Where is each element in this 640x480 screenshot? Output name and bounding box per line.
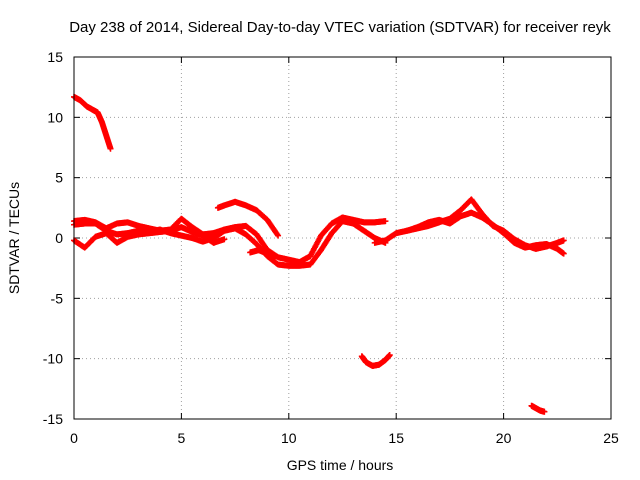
y-tick-label: 0 (55, 230, 63, 246)
series-arc-dip-14 (528, 402, 548, 415)
data-point-marker (382, 218, 389, 225)
data-point-marker (107, 145, 114, 152)
y-tick-label: 5 (55, 170, 63, 186)
plot-frame (73, 56, 612, 420)
y-tick-label: -5 (51, 290, 64, 306)
x-tick-label: 5 (178, 430, 186, 446)
y-tick-label: -15 (43, 411, 63, 427)
y-tick-label: 15 (47, 49, 63, 65)
series-arc-dip-10 (358, 352, 393, 369)
data-point-marker (221, 236, 228, 243)
y-axis-label: SDTVAR / TECUs (6, 182, 22, 294)
data-point-marker (560, 250, 567, 257)
x-tick-label: 25 (603, 430, 619, 446)
axis-ticks: 0 5 10 15 20 25 -15 -10 -5 0 5 10 15 (43, 49, 619, 446)
series-arc-bump (214, 198, 282, 239)
series-arc-descend (247, 247, 277, 262)
y-tick-label: -10 (43, 351, 63, 367)
chart-title: Day 238 of 2014, Sidereal Day-to-day VTE… (69, 19, 611, 36)
x-tick-label: 10 (281, 430, 297, 446)
data-point-marker (270, 255, 277, 262)
x-tick-label: 20 (496, 430, 512, 446)
x-tick-label: 0 (70, 430, 78, 446)
data-point-marker (275, 232, 282, 239)
data-point-marker (274, 231, 281, 238)
series-arc-early-high (71, 93, 114, 152)
series-arc-late-2 (403, 209, 567, 257)
data-point-marker (560, 237, 567, 244)
grid-lines (74, 57, 611, 419)
x-axis-label: GPS time / hours (287, 457, 394, 473)
data-points (71, 93, 567, 415)
x-tick-label: 15 (388, 430, 404, 446)
data-point-marker (541, 408, 548, 415)
y-tick-label: 10 (47, 109, 63, 125)
data-point-marker (386, 352, 393, 359)
series-arc-low (71, 224, 228, 251)
